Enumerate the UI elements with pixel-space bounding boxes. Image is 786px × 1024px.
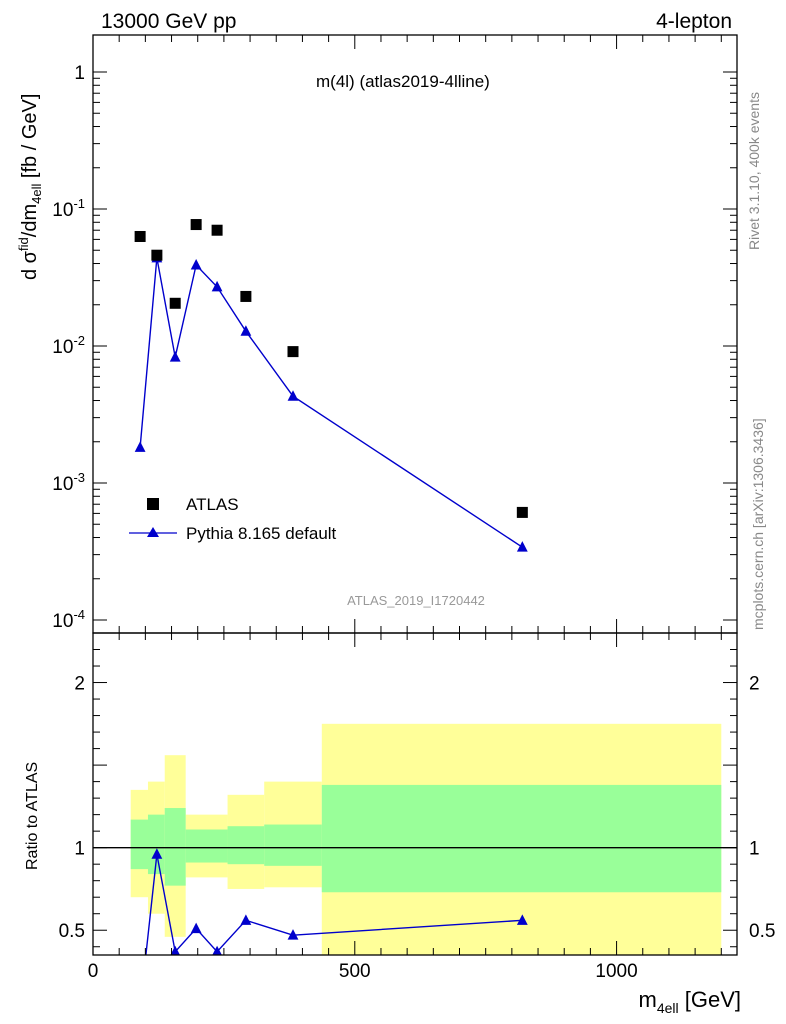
pythia-point xyxy=(516,541,528,552)
ratio-point xyxy=(212,945,222,955)
ratio-frame xyxy=(92,632,738,956)
pythia-point xyxy=(240,325,252,336)
atlas-point xyxy=(211,224,223,236)
legend-marker-atlas xyxy=(147,498,159,510)
ratio-y-tick-label-right: 1 xyxy=(749,839,760,860)
x-tick-label: 1000 xyxy=(595,961,637,982)
ratio-y-tick-label-left: 1 xyxy=(74,839,85,860)
ratio-ylabel: Ratio to ATLAS xyxy=(24,762,41,870)
atlas-point xyxy=(516,506,528,518)
band-inner-1 xyxy=(147,814,165,875)
atlas-point xyxy=(240,290,252,302)
legend-label-pythia: Pythia 8.165 default xyxy=(186,524,337,543)
watermark: ATLAS_2019_I1720442 xyxy=(347,593,485,608)
x-tick-label: 500 xyxy=(339,961,371,982)
ratio-point xyxy=(240,914,252,925)
ratio-point xyxy=(170,945,180,955)
header-right: 4-lepton xyxy=(656,10,732,33)
ratio-point xyxy=(516,914,528,925)
pythia-point xyxy=(190,259,202,270)
atlas-point xyxy=(151,249,163,261)
side-label-source: mcplots.cern.ch [arXiv:1306.3436] xyxy=(750,418,766,630)
band-inner-6 xyxy=(321,784,722,893)
band-inner-4 xyxy=(227,826,265,865)
main-title: m(4l) (atlas2019-4lline) xyxy=(316,72,490,91)
pythia-line xyxy=(139,257,523,548)
main-ylabel: d σfid/dm4ell [fb / GeV] xyxy=(16,94,44,280)
atlas-point xyxy=(190,219,202,231)
pythia-point xyxy=(211,280,223,292)
pythia-point xyxy=(287,390,299,401)
atlas-point xyxy=(169,297,181,309)
main-y-tick-label: 10-4 xyxy=(52,607,85,632)
axis-tick-labels: 10-4 10-3 10-2 10-1 1 0 500 1000 0.5 0.5 1 1 2 2 xyxy=(52,63,775,982)
main-y-tick-label: 10-2 xyxy=(52,333,85,358)
main-y-tick-label: 10-3 xyxy=(52,470,85,495)
legend-marker-pythia xyxy=(147,527,159,537)
band-inner-3 xyxy=(185,829,228,863)
ratio-y-tick-label-left: 0.5 xyxy=(59,921,85,942)
uncertainty-bands-inner xyxy=(130,784,722,893)
atlas-point xyxy=(134,230,146,242)
pythia-point xyxy=(134,441,146,452)
ratio-point xyxy=(287,929,299,940)
side-label-version: Rivet 3.1.10, 400k events xyxy=(746,92,762,250)
legend-label-atlas: ATLAS xyxy=(186,495,239,514)
pythia-point xyxy=(169,351,181,362)
atlas-point xyxy=(287,346,299,358)
band-inner-0 xyxy=(130,819,148,870)
band-inner-5 xyxy=(264,824,322,866)
ratio-y-tick-label-left: 2 xyxy=(74,674,85,695)
ratio-point xyxy=(135,1002,146,1013)
main-y-tick-label: 1 xyxy=(74,63,85,84)
band-inner-2 xyxy=(164,808,186,886)
x-tick-label: 0 xyxy=(88,961,99,982)
ratio-point xyxy=(151,848,163,859)
axis-ticks xyxy=(92,35,737,955)
legend: ATLAS Pythia 8.165 default xyxy=(129,495,337,543)
main-frame xyxy=(92,34,738,634)
ratio-y-tick-label-right: 0.5 xyxy=(749,921,775,942)
ratio-point xyxy=(190,922,202,934)
series-atlas xyxy=(134,219,528,518)
ratio-y-tick-label-right: 2 xyxy=(749,674,760,695)
header-left: 13000 GeV pp xyxy=(101,10,236,33)
ratio-xlabel: m4ell [GeV] xyxy=(639,987,741,1016)
main-y-tick-label: 10-1 xyxy=(52,196,85,221)
ratio-series-pythia xyxy=(135,848,528,1013)
ratio-line xyxy=(145,854,523,955)
